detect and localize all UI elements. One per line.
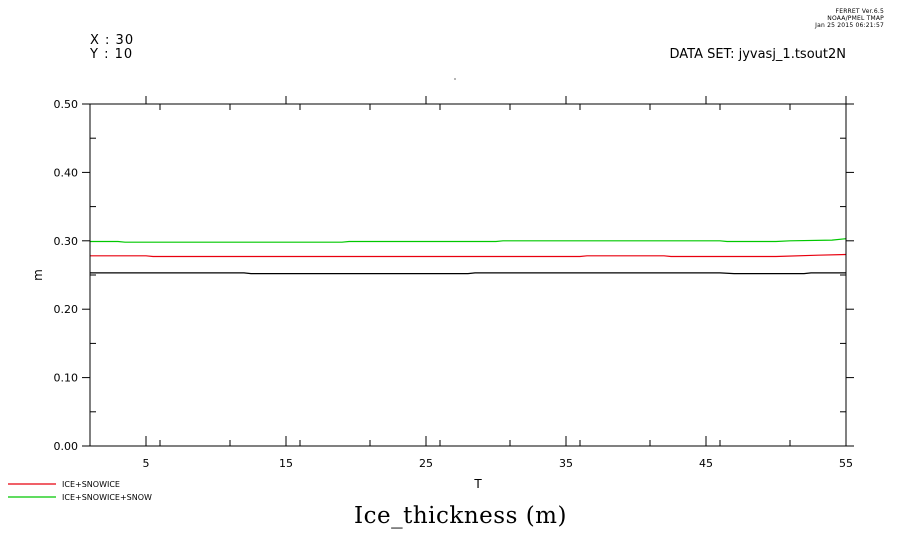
legend-label: ICE+SNOWICE [62,480,120,489]
x-tick-label: 35 [559,457,573,470]
x-tick-label: 25 [419,457,433,470]
x-tick-label: 15 [279,457,293,470]
dataset-label: DATA SET: jyvasj_1.tsout2N [669,47,846,62]
series-line-0 [90,272,846,275]
x-tick-label: 5 [143,457,150,470]
series-line-2 [90,238,847,243]
x-axis-label: T [473,477,482,491]
axis-labels: 5 15 25 35 45 55 0.00 0.10 0.20 0.30 0.40 0.50 Tm [31,78,853,491]
legend: ICE+SNOWICE ICE+SNOWICE+SNOW [8,480,152,502]
y-axis-label: m [31,269,45,281]
series-layer [90,238,847,275]
y-tick-label: 0.30 [54,235,79,248]
x-tick-label: 55 [839,457,853,470]
axis-ticks [82,96,854,447]
ferret-org-stamp: NOAA/PMEL TMAP [827,15,884,22]
ferret-date-stamp: Jan 25 2015 06:21:57 [815,22,884,29]
y-tick-label: 0.10 [54,372,79,385]
x-tick-label: 45 [699,457,713,470]
stray-dot-mark [454,78,456,80]
series-line-1 [90,253,847,258]
legend-label: ICE+SNOWICE+SNOW [62,493,152,502]
plot-frame [89,103,847,447]
y-tick-label: 0.00 [54,440,79,453]
x-coordinate-info: X : 30 [90,33,135,48]
y-tick-label: 0.50 [54,98,79,111]
y-tick-label: 0.40 [54,166,79,179]
y-coordinate-info: Y : 10 [90,47,134,62]
ferret-version-stamp: FERRET Ver.6.5 [835,8,884,15]
y-tick-label: 0.20 [54,303,79,316]
chart-title: Ice_thickness (m) [354,503,567,529]
